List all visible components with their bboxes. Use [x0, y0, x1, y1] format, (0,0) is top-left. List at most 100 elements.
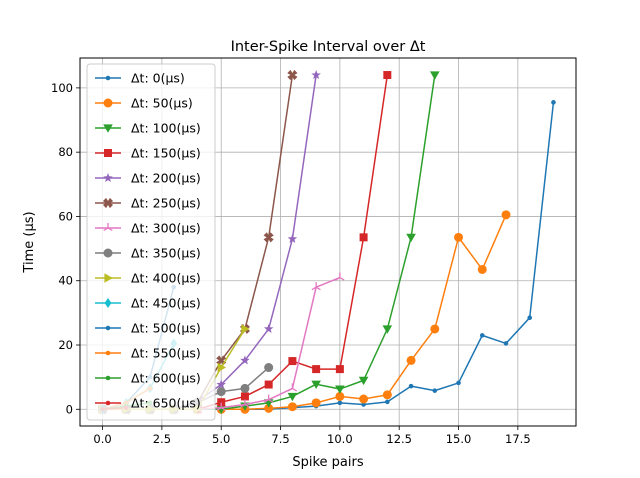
data-point [217, 398, 226, 407]
data-point [335, 272, 345, 281]
legend-label: Δt: 150(μs) [131, 146, 201, 161]
legend-marker [103, 223, 113, 232]
chart-title: Inter-Spike Interval over Δt [231, 39, 426, 55]
data-point [429, 71, 440, 80]
data-point [383, 71, 392, 80]
legend-marker [104, 298, 112, 308]
legend-label: Δt: 300(μs) [131, 221, 201, 236]
legend-label: Δt: 100(μs) [131, 121, 201, 136]
legend-marker [105, 375, 111, 381]
legend: Δt: 0(μs) Δt: 50(μs) Δt: 100(μs) Δt: 150(μs… [86, 63, 216, 421]
data-point [335, 385, 345, 394]
legend-item: Δt: 250(μs) [95, 196, 201, 211]
legend-item: Δt: 450(μs) [95, 296, 201, 311]
data-point [288, 357, 297, 366]
x-axis-ticks: 0.0 2.5 5.0 7.5 10.0 12.5 15.0 17.5 [93, 426, 531, 446]
data-point [287, 69, 298, 81]
data-point [217, 362, 227, 373]
y-axis-ticks: 0 20 40 60 80 100 [51, 81, 80, 416]
data-point [335, 391, 345, 401]
legend-label: Δt: 350(μs) [131, 246, 201, 261]
x-tick-label: 2.5 [153, 432, 171, 446]
x-tick-label: 7.5 [271, 432, 289, 446]
x-tick-label: 15.0 [446, 432, 472, 446]
legend-label: Δt: 500(μs) [131, 321, 201, 336]
legend-marker [105, 400, 111, 406]
data-point [264, 380, 273, 389]
data-point [501, 210, 511, 220]
legend-item: Δt: 0(μs) [95, 71, 185, 86]
legend-label: Δt: 0(μs) [131, 71, 185, 86]
data-point [311, 282, 321, 291]
data-point [406, 355, 416, 365]
data-point [287, 392, 298, 402]
legend-item: Δt: 150(μs) [95, 146, 201, 161]
legend-marker [103, 173, 113, 183]
legend-marker [103, 248, 113, 258]
data-point [264, 363, 274, 373]
legend-label: Δt: 600(μs) [131, 371, 201, 386]
data-point [503, 341, 509, 346]
data-point [358, 376, 369, 386]
x-tick-label: 0.0 [93, 432, 111, 446]
data-point [240, 399, 250, 408]
data-point [263, 232, 274, 243]
data-point [359, 233, 368, 242]
data-point [287, 402, 297, 412]
data-point [456, 380, 461, 386]
data-point [454, 232, 464, 242]
data-point [432, 388, 438, 393]
data-point [240, 392, 249, 401]
data-point [335, 365, 344, 374]
data-point [311, 398, 321, 408]
legend-item: Δt: 500(μs) [95, 321, 201, 336]
legend-label: Δt: 650(μs) [131, 396, 201, 411]
legend-item: Δt: 100(μs) [95, 121, 201, 136]
data-point [430, 324, 440, 334]
data-point [312, 365, 321, 374]
data-point [382, 325, 393, 334]
legend-item: Δt: 600(μs) [95, 371, 201, 386]
data-point [359, 394, 369, 404]
legend-item: Δt: 200(μs) [95, 171, 201, 186]
data-point [216, 379, 226, 389]
y-tick-label: 80 [58, 145, 73, 159]
x-tick-label: 12.5 [386, 432, 412, 446]
legend-marker [104, 273, 113, 283]
y-tick-label: 20 [58, 338, 73, 352]
legend-marker [102, 197, 114, 209]
legend-item: Δt: 650(μs) [95, 396, 201, 411]
legend-label: Δt: 450(μs) [131, 296, 201, 311]
data-point [264, 403, 274, 413]
x-axis-label: Spike pairs [292, 455, 363, 470]
y-tick-label: 0 [66, 402, 73, 416]
data-point [408, 383, 414, 389]
data-point [382, 390, 392, 400]
data-point [264, 394, 274, 403]
x-tick-label: 5.0 [212, 432, 230, 446]
data-point [241, 324, 250, 334]
legend-label: Δt: 250(μs) [131, 196, 201, 211]
x-tick-label: 17.5 [505, 432, 531, 446]
data-point [216, 387, 226, 397]
y-tick-label: 100 [51, 81, 73, 95]
legend-item: Δt: 300(μs) [95, 221, 201, 236]
data-point [406, 233, 416, 243]
legend-item: Δt: 550(μs) [95, 346, 201, 361]
legend-marker [105, 75, 111, 81]
data-point [311, 70, 321, 80]
data-point [479, 333, 485, 338]
legend-label: Δt: 200(μs) [131, 171, 201, 186]
legend-marker [103, 124, 113, 133]
legend-item: Δt: 50(μs) [95, 96, 193, 111]
data-point [240, 355, 250, 365]
data-point [216, 402, 226, 411]
legend-marker [103, 98, 113, 108]
data-point [287, 383, 298, 392]
data-point [263, 323, 274, 333]
data-point [551, 100, 556, 105]
y-tick-label: 60 [58, 209, 73, 223]
legend-marker [104, 149, 112, 157]
legend-item: Δt: 400(μs) [95, 271, 201, 286]
